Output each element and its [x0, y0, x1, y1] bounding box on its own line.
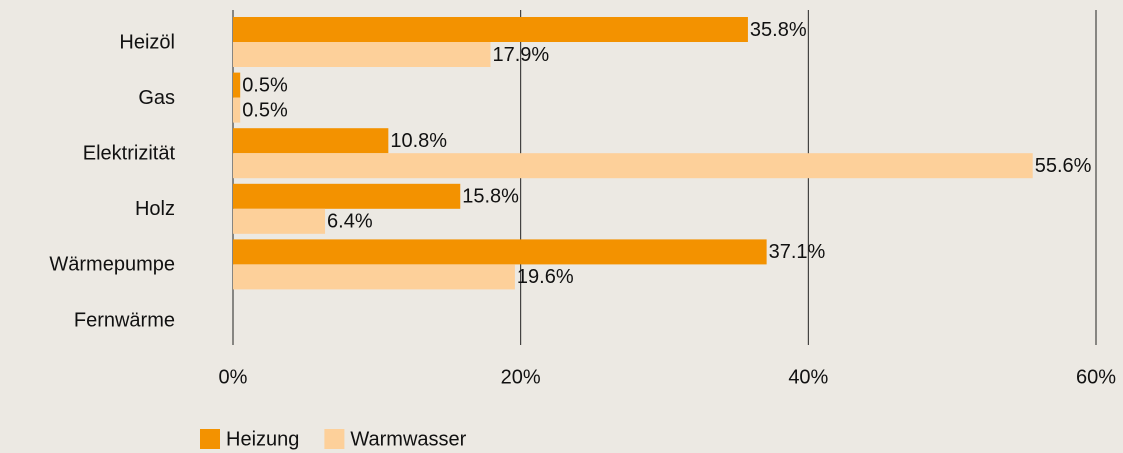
x-tick-label: 20% [501, 366, 541, 388]
bar [233, 128, 389, 154]
data-label: 10.8% [390, 130, 447, 152]
data-label: 15.8% [462, 186, 519, 208]
x-tick-label: 40% [788, 366, 828, 388]
bar [233, 97, 241, 123]
bar [233, 72, 241, 98]
legend-label: Heizung [226, 428, 299, 450]
data-label: 0.5% [242, 74, 288, 96]
y-tick-label: Elektrizität [83, 142, 176, 164]
y-tick-label: Heizöl [119, 31, 175, 53]
bar [233, 264, 515, 290]
x-tick-label: 60% [1076, 366, 1116, 388]
bar [233, 239, 767, 265]
y-tick-label: Gas [138, 87, 175, 109]
y-tick-label: Fernwärme [74, 309, 175, 331]
legend-swatch [324, 429, 345, 449]
data-label: 19.6% [517, 266, 574, 288]
data-label: 35.8% [750, 19, 807, 41]
y-tick-label: Wärmepumpe [49, 254, 175, 276]
y-tick-label: Holz [135, 198, 175, 220]
bar [233, 208, 326, 234]
data-label: 17.9% [492, 44, 549, 66]
data-label: 55.6% [1035, 155, 1092, 177]
bar [233, 17, 748, 42]
bar [233, 183, 461, 209]
x-tick-label: 0% [219, 366, 248, 388]
data-label: 6.4% [327, 211, 373, 233]
data-label: 37.1% [769, 241, 826, 263]
data-label: 0.5% [242, 99, 288, 121]
bar [233, 153, 1033, 179]
legend-swatch [200, 429, 220, 449]
bar [233, 42, 491, 67]
legend-label: Warmwasser [350, 428, 466, 450]
